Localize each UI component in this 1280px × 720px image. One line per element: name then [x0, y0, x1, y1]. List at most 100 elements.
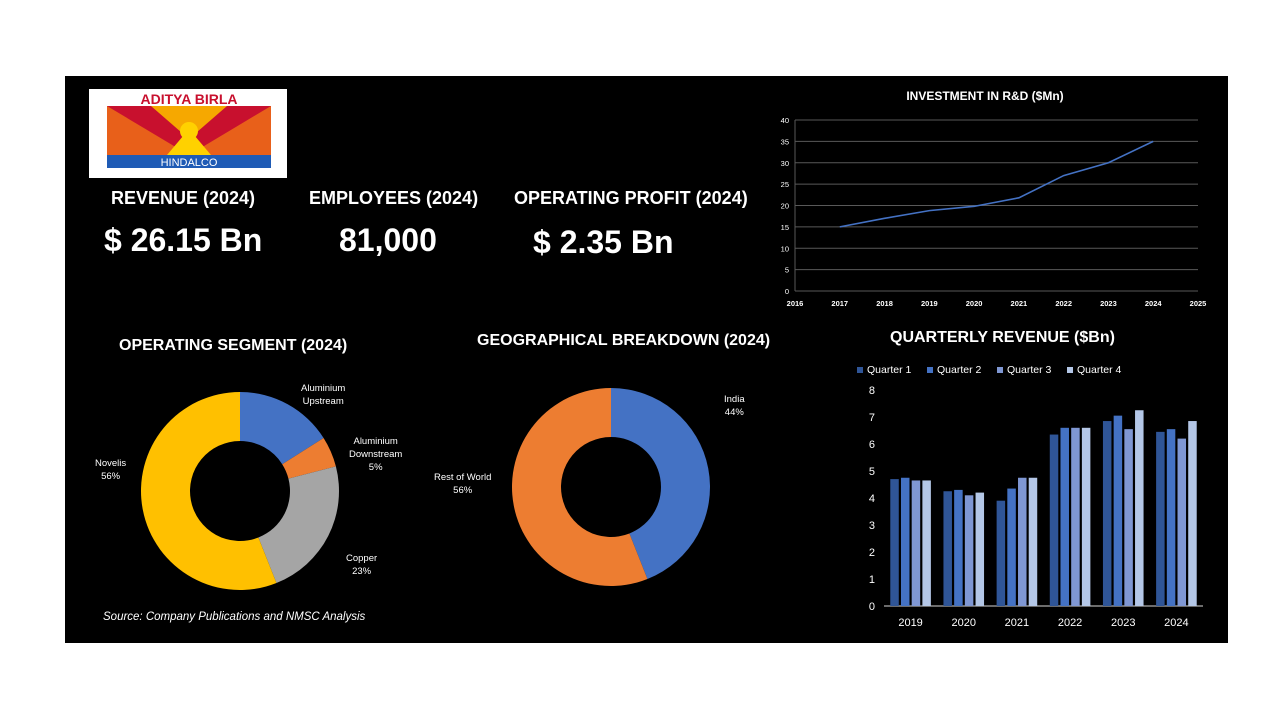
legend-swatch — [927, 367, 933, 373]
quarterly-chart-title: QUARTERLY REVENUE ($Bn) — [890, 329, 1115, 346]
rd-x-tick-label: 2024 — [1145, 299, 1163, 308]
bar-quarter-2-2022 — [1060, 427, 1069, 606]
rd-y-tick-label: 25 — [781, 180, 789, 189]
bar-quarter-3-2020 — [964, 495, 974, 606]
legend-swatch — [1067, 367, 1073, 373]
bar-y-tick-label: 6 — [869, 439, 875, 451]
logo-top-text: ADITYA BIRLA — [141, 91, 238, 107]
bar-quarter-1-2020 — [943, 491, 952, 606]
segment-label-copper: Copper 23% — [346, 553, 378, 577]
geo-chart-title: GEOGRAPHICAL BREAKDOWN (2024) — [477, 332, 771, 349]
rd-y-tick-label: 35 — [781, 137, 789, 146]
dashboard-panel: ADITYA BIRLA HINDALCO REVENUE (2024) $ 2… — [65, 76, 1228, 643]
bar-quarter-3-2021 — [1018, 477, 1027, 606]
source-note: Source: Company Publications and NMSC An… — [103, 611, 366, 623]
rd-y-tick-label: 5 — [785, 266, 789, 275]
donut-slice-aluminium-downstream — [282, 437, 336, 479]
rd-y-tick-label: 20 — [781, 202, 789, 211]
bar-quarter-3-2019 — [911, 480, 921, 606]
legend-swatch — [857, 367, 863, 373]
rd-x-tick-label: 2025 — [1190, 299, 1207, 308]
segment-label-aluminium-downstream: Aluminium Downstream 5% — [349, 436, 403, 473]
bar-y-tick-label: 1 — [869, 574, 875, 586]
bar-x-tick-label: 2019 — [898, 617, 922, 629]
kpi-employees-value: 81,000 — [339, 222, 437, 258]
legend-label: Quarter 3 — [1007, 364, 1052, 376]
donut-slice-copper — [258, 466, 339, 584]
rd-y-tick-label: 30 — [781, 159, 789, 168]
bar-quarter-1-2023 — [1102, 421, 1112, 606]
bar-quarter-3-2023 — [1124, 429, 1133, 606]
legend-item: Quarter 2 — [927, 364, 981, 376]
bar-quarter-1-2024 — [1156, 431, 1165, 606]
kpi-revenue-value: $ 26.15 Bn — [104, 222, 263, 258]
segment-label-novelis: Novelis 56% — [95, 458, 127, 482]
segment-donut — [141, 392, 339, 590]
bar-quarter-2-2019 — [900, 477, 910, 606]
bar-y-tick-label: 0 — [869, 601, 875, 613]
quarterly-legend: Quarter 1 Quarter 2 Quarter 3 Quarter 4 — [857, 364, 1147, 378]
rd-y-tick-label: 15 — [781, 223, 789, 232]
rd-y-tick-label: 40 — [781, 116, 789, 125]
bar-quarter-3-2022 — [1071, 427, 1080, 606]
rd-x-tick-label: 2020 — [966, 299, 983, 308]
bar-y-tick-label: 3 — [869, 520, 875, 532]
rd-x-tick-label: 2017 — [831, 299, 848, 308]
bar-quarter-4-2021 — [1028, 477, 1038, 606]
rd-chart-title: INVESTMENT IN R&D ($Mn) — [906, 89, 1064, 103]
logo-bottom-text: HINDALCO — [161, 157, 218, 169]
rd-y-tick-label: 0 — [785, 287, 789, 296]
kpi-profit-label: OPERATING PROFIT (2024) — [514, 188, 748, 208]
bar-quarter-2-2020 — [954, 489, 963, 606]
company-logo: ADITYA BIRLA HINDALCO — [89, 89, 287, 178]
segment-chart-title: OPERATING SEGMENT (2024) — [119, 337, 348, 354]
legend-item: Quarter 3 — [997, 364, 1051, 376]
bar-quarter-1-2021 — [996, 500, 1006, 606]
geo-label-india: India 44% — [724, 394, 745, 418]
rd-line-chart: INVESTMENT IN R&D ($Mn) 0 5 10 15 20 25 30 35 40… — [765, 84, 1215, 314]
bar-quarter-2-2023 — [1113, 415, 1123, 606]
bar-y-tick-label: 8 — [869, 385, 875, 397]
rd-y-tick-label: 10 — [781, 244, 789, 253]
donut-slice-rest-of-world — [512, 388, 648, 586]
bar-quarter-3-2024 — [1177, 438, 1187, 606]
logo-graphic: ADITYA BIRLA HINDALCO — [107, 91, 271, 169]
rd-series-line — [839, 140, 1154, 228]
kpi-profit-value: $ 2.35 Bn — [533, 224, 674, 260]
geo-label-rest-of-world: Rest of World 56% — [434, 472, 492, 496]
bar-x-tick-label: 2023 — [1111, 617, 1135, 629]
bar-quarter-2-2024 — [1166, 429, 1176, 606]
bar-y-tick-label: 4 — [869, 493, 875, 505]
rd-x-tick-label: 2021 — [1011, 299, 1028, 308]
bar-x-tick-label: 2024 — [1164, 617, 1188, 629]
legend-swatch — [997, 367, 1003, 373]
bar-y-tick-label: 7 — [869, 412, 875, 424]
bar-quarter-4-2023 — [1135, 410, 1144, 606]
segment-label-aluminium-upstream: Aluminium Upstream — [301, 383, 346, 407]
rd-x-tick-label: 2016 — [787, 299, 804, 308]
bar-quarter-1-2019 — [890, 479, 899, 606]
donut-slice-aluminium-upstream — [240, 392, 324, 465]
donut-slice-india — [611, 388, 710, 580]
bar-y-tick-label: 2 — [869, 547, 875, 559]
legend-item: Quarter 4 — [1067, 364, 1121, 376]
rd-x-tick-label: 2023 — [1100, 299, 1117, 308]
bar-quarter-4-2020 — [975, 492, 985, 606]
kpi-employees-label: EMPLOYEES (2024) — [309, 188, 479, 208]
rd-x-tick-label: 2018 — [876, 299, 893, 308]
legend-label: Quarter 4 — [1077, 364, 1122, 376]
donut-slice-novelis — [141, 392, 277, 590]
bar-y-tick-label: 5 — [869, 466, 875, 478]
bar-quarter-2-2021 — [1007, 488, 1016, 606]
bar-x-tick-label: 2021 — [1005, 617, 1029, 629]
bar-quarter-1-2022 — [1049, 434, 1059, 606]
geo-donut — [512, 388, 710, 586]
kpi-revenue-label: REVENUE (2024) — [111, 188, 256, 208]
rd-x-tick-label: 2019 — [921, 299, 938, 308]
legend-label: Quarter 1 — [867, 364, 912, 376]
quarterly-bar-plot: 0 1 2 3 4 5 6 7 8 2019 2020 2021 2022 2023 2024 — [869, 385, 1203, 629]
legend-item: Quarter 1 — [857, 364, 911, 376]
legend-label: Quarter 2 — [937, 364, 982, 376]
rd-x-tick-label: 2022 — [1055, 299, 1072, 308]
